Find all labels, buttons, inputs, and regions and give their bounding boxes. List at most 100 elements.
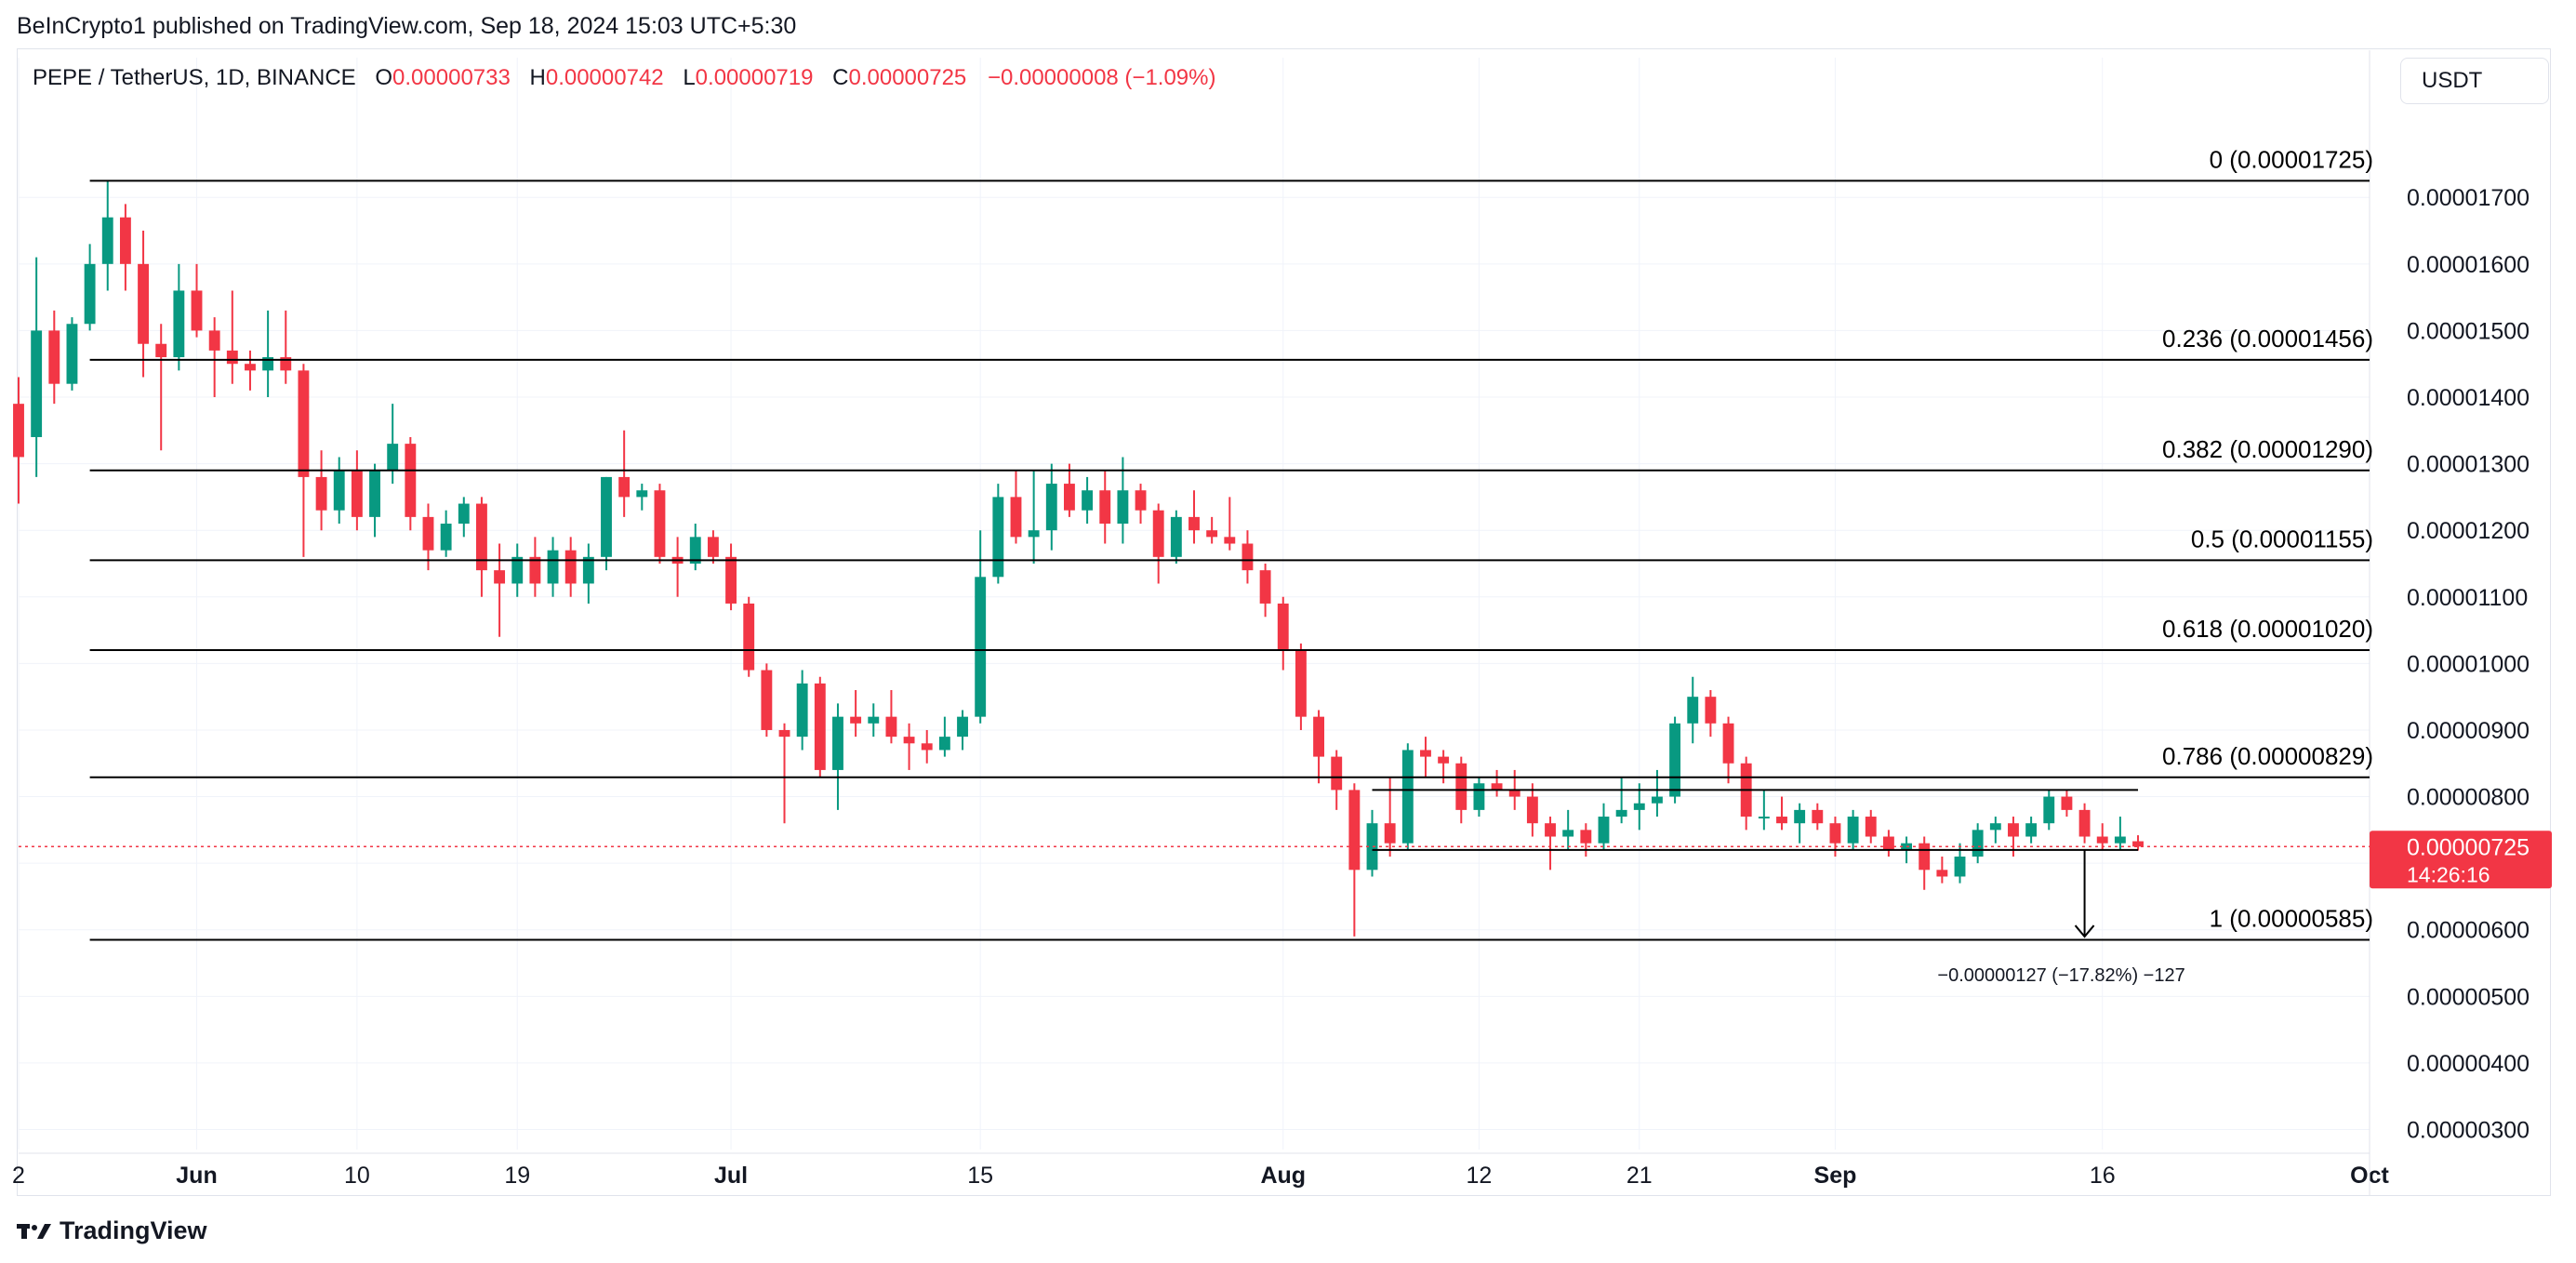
candle-body (369, 470, 380, 517)
candle-body (743, 603, 755, 671)
candle-body (1010, 497, 1022, 538)
candle-body (13, 404, 24, 458)
candle-body (1401, 750, 1414, 844)
candle-body (1117, 490, 1129, 525)
candle-body (1669, 723, 1681, 797)
candle-body (191, 290, 203, 331)
y-tick-label: 0.00001500 (2407, 318, 2530, 344)
y-tick-label: 0.00001700 (2407, 185, 2530, 211)
symbol-label[interactable]: PEPE / TetherUS, 1D, BINANCE (33, 65, 356, 90)
candle-body (1152, 510, 1164, 557)
candle-body (903, 737, 915, 744)
x-tick-label: Jun (176, 1163, 217, 1189)
candle-body (31, 330, 43, 437)
y-tick-label: 0.00000500 (2407, 984, 2530, 1010)
candle-body (1045, 484, 1057, 531)
candle-body (957, 716, 968, 738)
candle-body (725, 556, 737, 604)
candle-body (155, 343, 167, 358)
x-tick-label: 16 (2090, 1163, 2116, 1189)
candle-body (405, 444, 417, 517)
candle-body (885, 716, 897, 738)
candle-body (1882, 836, 1894, 850)
candle-body (1366, 823, 1378, 871)
candle-body (582, 556, 594, 584)
candle-body (1580, 830, 1592, 844)
x-tick-label: 21 (1627, 1163, 1653, 1189)
candle-body (351, 470, 363, 517)
candle-body (1277, 603, 1289, 651)
candle-body (387, 444, 399, 471)
x-tick-label: Aug (1260, 1163, 1306, 1189)
y-tick-label: 0.00001200 (2407, 518, 2530, 544)
candle-body (1865, 817, 1877, 837)
candle-body (1919, 843, 1931, 871)
candle-body (1758, 817, 1770, 819)
candle-body (2078, 809, 2091, 837)
candle-body (2025, 823, 2038, 837)
chart-frame (17, 48, 2551, 1196)
candle-body (654, 490, 666, 557)
candle-body (458, 503, 470, 525)
candle-body (1705, 697, 1717, 724)
candle-body (1794, 809, 1806, 824)
publisher-attribution: BeInCrypto1 published on TradingView.com… (17, 13, 797, 39)
candle-body (1545, 823, 1556, 837)
candle-body (1972, 830, 1984, 857)
y-tick-label: 0.00001400 (2407, 385, 2530, 411)
candle-body (226, 350, 238, 365)
candle-body (66, 324, 78, 384)
candle-body (921, 743, 933, 751)
close-label: C (832, 65, 849, 90)
candle-body (422, 516, 434, 551)
low-value: 0.00000719 (695, 65, 814, 90)
fib-level-label: 0 (0.00001725) (2210, 145, 2373, 173)
fib-level-label: 1 (0.00000585) (2210, 904, 2373, 932)
candle-body (707, 537, 719, 557)
x-tick-label: 2 (12, 1163, 25, 1189)
candle-body (1099, 490, 1111, 525)
fib-level-label: 0.618 (0.00001020) (2162, 615, 2373, 643)
y-tick-label: 0.00001600 (2407, 252, 2530, 278)
candle-body (618, 476, 631, 498)
candle-body (850, 716, 862, 724)
candle-body (1615, 809, 1627, 818)
candle-body (333, 470, 345, 511)
candle-body (1295, 650, 1307, 717)
candle-body (1206, 530, 1218, 538)
candle-body (2096, 836, 2108, 844)
open-value: 0.00000733 (392, 65, 511, 90)
candle-body (1776, 817, 1787, 824)
candle-body (1847, 817, 1859, 844)
candle-body (2114, 836, 2126, 844)
candle-body (761, 670, 773, 730)
candle-body (494, 570, 506, 584)
candle-body (245, 364, 256, 371)
currency-button[interactable]: USDT (2400, 58, 2549, 104)
candle-body (1687, 697, 1699, 724)
low-label: L (683, 65, 696, 90)
candle-body (1829, 823, 1841, 844)
candle-body (138, 263, 149, 344)
candle-body (1598, 817, 1610, 844)
candle-body (564, 550, 577, 584)
candle-body (1064, 484, 1075, 511)
y-tick-label: 0.00000600 (2407, 918, 2530, 944)
candle-body (173, 290, 185, 358)
tradingview-logo[interactable]: TradingView (17, 1216, 207, 1245)
candle-body (511, 556, 524, 584)
candle-body (262, 357, 274, 371)
fib-level-label: 0.786 (0.00000829) (2162, 742, 2373, 770)
candle-body (1242, 543, 1254, 571)
ohlc-legend: PEPE / TetherUS, 1D, BINANCE O0.00000733… (33, 65, 1215, 91)
close-value: 0.00000725 (848, 65, 967, 90)
fib-level-label: 0.5 (0.00001155) (2191, 525, 2373, 552)
candle-body (298, 370, 310, 477)
y-tick-label: 0.00001100 (2407, 585, 2528, 611)
candle-body (529, 556, 541, 584)
candle-body (1722, 723, 1734, 764)
candle-body (1135, 490, 1147, 511)
candle-body (208, 330, 220, 351)
y-tick-label: 0.00000400 (2407, 1051, 2530, 1077)
